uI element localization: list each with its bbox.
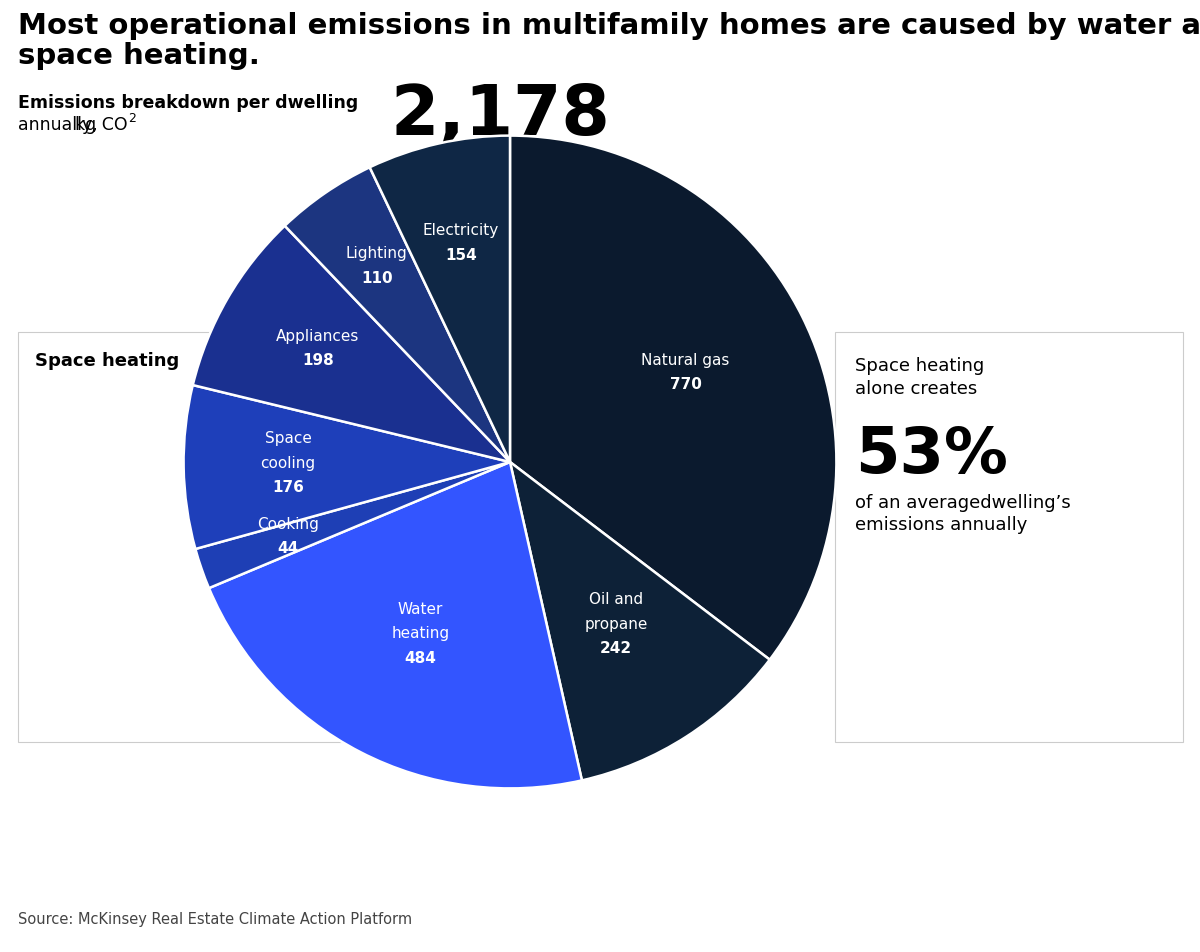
Text: Most operational emissions in multifamily homes are caused by water and: Most operational emissions in multifamil… bbox=[18, 12, 1200, 40]
Text: 44: 44 bbox=[277, 541, 299, 556]
Text: 2: 2 bbox=[128, 112, 136, 125]
Wedge shape bbox=[510, 462, 769, 781]
Text: Oil and: Oil and bbox=[589, 592, 643, 607]
Text: propane: propane bbox=[584, 617, 648, 632]
Text: Lighting: Lighting bbox=[346, 247, 408, 261]
Wedge shape bbox=[284, 168, 510, 462]
Text: 484: 484 bbox=[404, 650, 436, 665]
Text: 242: 242 bbox=[600, 642, 632, 656]
Text: 2,178: 2,178 bbox=[390, 82, 610, 149]
Text: of an averagedwelling’s: of an averagedwelling’s bbox=[854, 494, 1070, 512]
Text: annually,: annually, bbox=[18, 116, 97, 134]
Text: 198: 198 bbox=[302, 353, 334, 368]
Text: 154: 154 bbox=[445, 248, 476, 263]
Text: Emissions breakdown per dwelling: Emissions breakdown per dwelling bbox=[18, 94, 359, 112]
Text: Cooking: Cooking bbox=[257, 517, 319, 531]
Wedge shape bbox=[193, 226, 510, 462]
Text: 110: 110 bbox=[361, 270, 392, 286]
Text: emissions annually: emissions annually bbox=[854, 516, 1027, 534]
Text: heating: heating bbox=[391, 626, 449, 641]
Text: 770: 770 bbox=[670, 377, 702, 392]
Wedge shape bbox=[184, 385, 510, 549]
Text: kg CO: kg CO bbox=[74, 116, 127, 134]
Text: Appliances: Appliances bbox=[276, 328, 360, 344]
Text: Water: Water bbox=[397, 602, 443, 617]
Text: 53%: 53% bbox=[854, 424, 1008, 486]
Text: 176: 176 bbox=[272, 480, 304, 495]
Text: space heating.: space heating. bbox=[18, 42, 260, 70]
Text: Space heating: Space heating bbox=[35, 352, 179, 370]
Text: Electricity: Electricity bbox=[422, 224, 499, 238]
Wedge shape bbox=[510, 135, 836, 660]
Text: Space: Space bbox=[265, 431, 312, 446]
Wedge shape bbox=[370, 135, 510, 462]
Bar bbox=[18, 332, 418, 742]
Wedge shape bbox=[196, 462, 510, 588]
Text: cooling: cooling bbox=[260, 456, 316, 470]
Text: Natural gas: Natural gas bbox=[641, 353, 730, 367]
Wedge shape bbox=[209, 462, 582, 788]
Bar bbox=[835, 332, 1183, 742]
Text: alone creates: alone creates bbox=[854, 380, 977, 398]
Text: Space heating: Space heating bbox=[854, 357, 984, 375]
Text: Source: McKinsey Real Estate Climate Action Platform: Source: McKinsey Real Estate Climate Act… bbox=[18, 912, 412, 927]
